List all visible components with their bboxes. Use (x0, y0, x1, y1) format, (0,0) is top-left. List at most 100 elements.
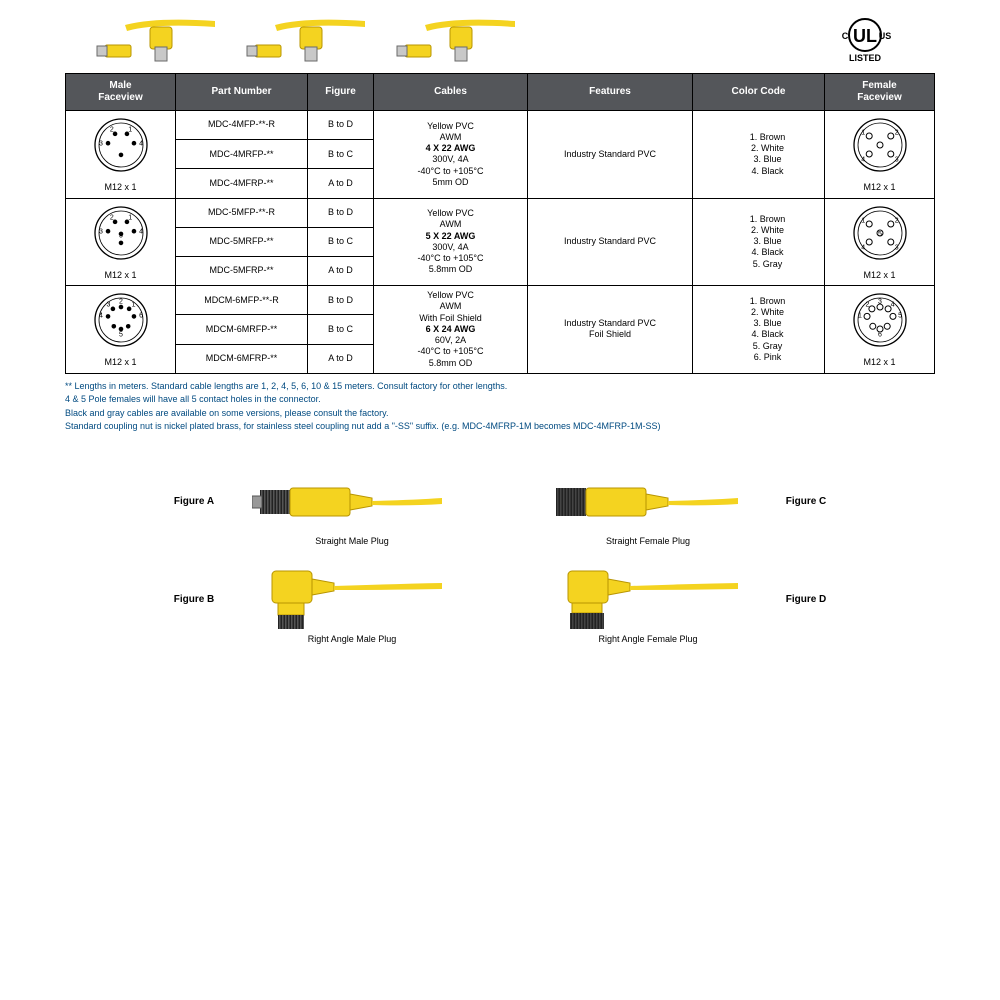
svg-text:2: 2 (109, 214, 113, 221)
product-photo-2 (245, 17, 365, 67)
figure-cell: A to D (308, 256, 374, 285)
footnote-line: ** Lengths in meters. Standard cable len… (65, 380, 935, 394)
male-faceview-cell: 432165M12 x 1 (66, 286, 176, 374)
female-faceview-cell: 123456M12 x 1 (825, 286, 935, 374)
figure-c-caption: Straight Female Plug (548, 536, 748, 546)
svg-text:4: 4 (139, 228, 143, 235)
svg-text:2: 2 (894, 217, 898, 224)
cables-cell: Yellow PVCAWMWith Foil Shield6 X 24 AWG6… (374, 286, 528, 374)
svg-text:5: 5 (119, 332, 123, 339)
figure-cell: A to D (308, 169, 374, 198)
figures-grid: Figure A Figure C (65, 474, 935, 664)
figure-d-image (548, 572, 738, 628)
svg-text:2: 2 (119, 299, 123, 306)
color-code-cell: 1. Brown2. White3. Blue4. Black (693, 111, 825, 199)
svg-text:1: 1 (131, 301, 135, 308)
figure-cell: B to C (308, 315, 374, 344)
svg-text:6: 6 (878, 332, 882, 339)
svg-text:4: 4 (861, 244, 865, 251)
figure-cell: B to D (308, 111, 374, 140)
svg-text:5: 5 (878, 231, 882, 238)
figure-b-image (252, 572, 442, 628)
table-header: Features (528, 74, 693, 111)
features-cell: Industry Standard PVC (528, 198, 693, 286)
color-code-cell: 1. Brown2. White3. Blue4. Black5. Gray6.… (693, 286, 825, 374)
cables-cell: Yellow PVCAWM4 X 22 AWG300V, 4A-40°C to … (374, 111, 528, 199)
datasheet-page: UL C US LISTED MaleFaceviewPart NumberFi… (65, 0, 935, 664)
table-row: 432165M12 x 1MDCM-6MFP-**-RB to DYellow … (66, 286, 935, 315)
figure-d-label: Figure D (766, 594, 846, 605)
svg-text:4: 4 (98, 313, 102, 320)
table-row: 32145M12 x 1MDC-5MFP-**-RB to DYellow PV… (66, 198, 935, 227)
figure-cell: B to D (308, 286, 374, 315)
top-image-row: UL C US LISTED (95, 15, 935, 67)
figure-b-caption: Right Angle Male Plug (252, 634, 452, 644)
table-header: Cables (374, 74, 528, 111)
figure-cell: B to C (308, 227, 374, 256)
svg-text:3: 3 (98, 228, 102, 235)
figure-a-image (252, 474, 442, 530)
svg-text:3: 3 (98, 140, 102, 147)
table-header: Figure (308, 74, 374, 111)
figure-d-caption: Right Angle Female Plug (548, 634, 748, 644)
features-cell: Industry Standard PVCFoil Shield (528, 286, 693, 374)
svg-text:3: 3 (878, 299, 882, 306)
svg-text:5: 5 (898, 313, 902, 320)
footnotes: ** Lengths in meters. Standard cable len… (65, 380, 935, 434)
product-photo-3 (395, 17, 515, 67)
part-number-cell: MDC-5MFP-**-R (176, 198, 308, 227)
svg-text:4: 4 (139, 140, 143, 147)
svg-text:4: 4 (890, 301, 894, 308)
figure-cell: B to C (308, 140, 374, 169)
figure-a-label: Figure A (154, 496, 234, 507)
color-code-cell: 1. Brown2. White3. Blue4. Black5. Gray (693, 198, 825, 286)
figure-cell: B to D (308, 198, 374, 227)
svg-text:1: 1 (128, 126, 132, 133)
svg-text:3: 3 (894, 244, 898, 251)
part-number-cell: MDC-4MFRP-** (176, 169, 308, 198)
svg-text:1: 1 (861, 130, 865, 137)
figure-c-image (548, 474, 738, 530)
svg-text:4: 4 (861, 157, 865, 164)
svg-text:UL: UL (853, 26, 877, 46)
part-number-cell: MDC-5MFRP-** (176, 256, 308, 285)
part-number-cell: MDC-5MRFP-** (176, 227, 308, 256)
part-number-cell: MDC-4MRFP-** (176, 140, 308, 169)
svg-text:5: 5 (119, 232, 123, 239)
cables-cell: Yellow PVCAWM5 X 22 AWG300V, 4A-40°C to … (374, 198, 528, 286)
female-faceview-cell: 12435M12 x 1 (825, 198, 935, 286)
figure-b-label: Figure B (154, 594, 234, 605)
svg-text:3: 3 (894, 157, 898, 164)
figure-cell: A to D (308, 344, 374, 373)
svg-text:2: 2 (865, 301, 869, 308)
svg-text:1: 1 (128, 214, 132, 221)
svg-text:US: US (879, 31, 892, 41)
svg-text:6: 6 (139, 313, 143, 320)
part-number-cell: MDCM-6MRFP-** (176, 315, 308, 344)
spec-table: MaleFaceviewPart NumberFigureCablesFeatu… (65, 73, 935, 374)
svg-text:2: 2 (109, 126, 113, 133)
table-row: 3214M12 x 1MDC-4MFP-**-RB to DYellow PVC… (66, 111, 935, 140)
part-number-cell: MDCM-6MFRP-** (176, 344, 308, 373)
footnote-line: 4 & 5 Pole females will have all 5 conta… (65, 393, 935, 407)
svg-text:1: 1 (857, 313, 861, 320)
features-cell: Industry Standard PVC (528, 111, 693, 199)
table-header: FemaleFaceview (825, 74, 935, 111)
part-number-cell: MDCM-6MFP-**-R (176, 286, 308, 315)
svg-text:C: C (842, 31, 849, 41)
footnote-line: Standard coupling nut is nickel plated b… (65, 420, 935, 434)
table-header: Part Number (176, 74, 308, 111)
figure-c-label: Figure C (766, 496, 846, 507)
male-faceview-cell: 3214M12 x 1 (66, 111, 176, 199)
table-header: MaleFaceview (66, 74, 176, 111)
male-faceview-cell: 32145M12 x 1 (66, 198, 176, 286)
table-header-row: MaleFaceviewPart NumberFigureCablesFeatu… (66, 74, 935, 111)
table-header: Color Code (693, 74, 825, 111)
ul-listed-mark: UL C US LISTED (835, 15, 895, 65)
female-faceview-cell: 1243M12 x 1 (825, 111, 935, 199)
footnote-line: Black and gray cables are available on s… (65, 407, 935, 421)
svg-text:2: 2 (894, 130, 898, 137)
product-photo-1 (95, 17, 215, 67)
svg-text:3: 3 (106, 301, 110, 308)
svg-text:1: 1 (861, 217, 865, 224)
